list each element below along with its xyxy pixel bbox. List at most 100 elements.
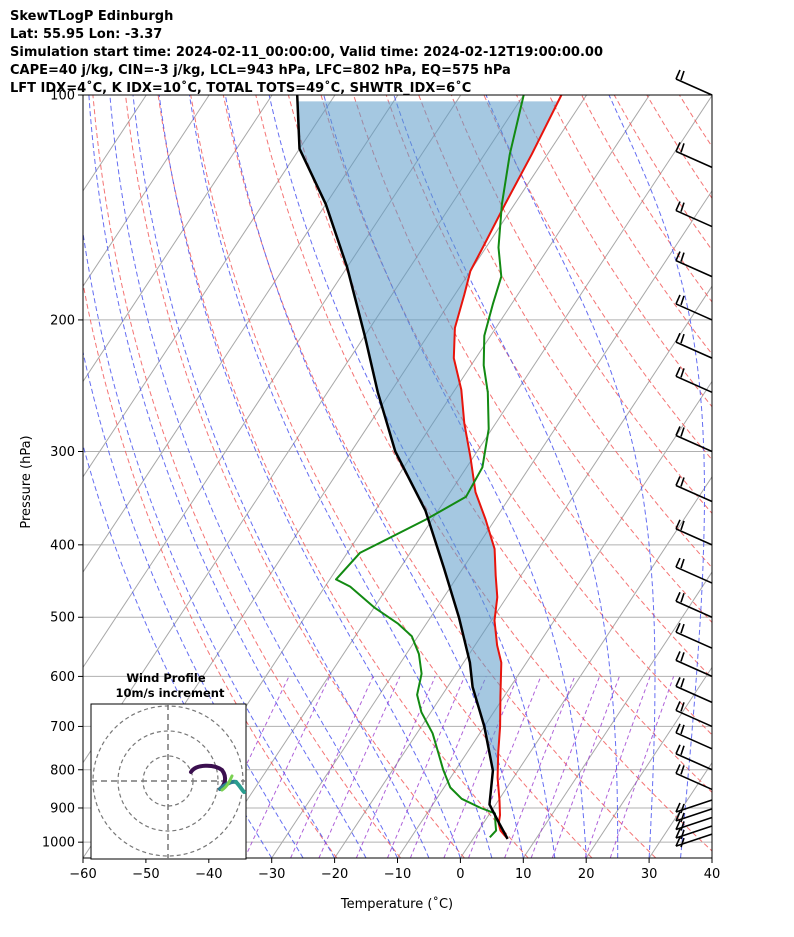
barb-flag xyxy=(680,652,685,662)
header-indices-2: LFT IDX=4˚C, K IDX=10˚C, TOTAL TOTS=49˚C… xyxy=(10,81,472,96)
barb-flag xyxy=(675,557,681,568)
x-tick-label: −40 xyxy=(195,867,222,882)
dry-adiabat-line xyxy=(190,95,593,858)
barb-flag xyxy=(680,520,685,531)
moist-adiabat-line xyxy=(188,95,493,858)
barb-flag xyxy=(680,765,685,775)
wind-barb xyxy=(675,744,713,771)
barb-staff xyxy=(675,209,713,228)
wind-barb xyxy=(675,764,713,791)
barb-flag xyxy=(680,812,685,823)
barb-staff xyxy=(675,528,713,546)
barb-flag xyxy=(675,677,681,687)
barb-flag xyxy=(675,476,681,486)
barb-flag xyxy=(680,724,685,735)
wind-barb xyxy=(675,591,713,618)
dry-adiabat-line xyxy=(711,95,712,96)
barb-staff xyxy=(675,484,713,503)
dry-adiabat-line xyxy=(745,95,794,858)
wind-barb xyxy=(675,201,713,228)
isotherm-line xyxy=(271,189,712,858)
x-axis-label: Temperature (˚C) xyxy=(340,896,453,912)
y-tick-label: 600 xyxy=(50,670,75,685)
dry-adiabat-line xyxy=(418,95,712,569)
barb-flag xyxy=(675,367,681,377)
barb-flag xyxy=(680,427,685,437)
cape-fill-layer xyxy=(297,101,559,771)
barb-staff xyxy=(675,150,713,169)
barb-flag xyxy=(680,803,685,814)
x-tick-label: 20 xyxy=(578,867,595,882)
hodograph-trace-low xyxy=(234,780,246,794)
barb-staff xyxy=(675,78,713,96)
isotherm-line xyxy=(648,761,712,858)
x-tick-label: −20 xyxy=(321,867,348,882)
moist-adiabat-line xyxy=(268,95,556,858)
mixing-ratio-line xyxy=(387,676,466,858)
isotherm-line xyxy=(775,95,794,858)
barb-flag xyxy=(680,702,685,712)
isotherm-line xyxy=(334,285,712,858)
isotherm-line xyxy=(83,95,399,573)
dry-adiabat-line xyxy=(320,95,712,736)
barb-flag xyxy=(680,70,685,81)
wind-barbs xyxy=(675,69,713,848)
barb-flag xyxy=(675,651,681,661)
dry-adiabat-line xyxy=(157,95,529,858)
moist-adiabat-line xyxy=(109,95,398,858)
barb-flag xyxy=(675,723,681,734)
dry-adiabat-line xyxy=(516,95,712,408)
barb-flag xyxy=(675,332,681,343)
y-tick-label: 1000 xyxy=(42,836,75,851)
wind-barb xyxy=(675,557,713,584)
barb-staff xyxy=(675,631,713,649)
mixing-ratio-line xyxy=(355,676,436,858)
dry-adiabat-line xyxy=(678,95,712,148)
barb-flag xyxy=(675,764,681,774)
barb-flag xyxy=(680,592,685,603)
x-tick-label: 40 xyxy=(704,867,721,882)
barb-flag xyxy=(675,251,681,261)
wind-barb xyxy=(675,833,713,848)
barb-flag xyxy=(680,333,685,344)
barb-staff xyxy=(675,341,713,359)
barb-flag xyxy=(680,477,685,487)
dry-adiabat-line xyxy=(613,95,712,251)
barb-flag xyxy=(680,295,685,306)
isotherm-line xyxy=(83,95,273,383)
barb-flag xyxy=(675,622,681,633)
barb-flag xyxy=(680,252,685,262)
barb-staff xyxy=(675,303,713,321)
header-title: SkewTLogP Edinburgh xyxy=(10,9,174,24)
isotherm-line xyxy=(397,380,712,858)
x-tick-label: −60 xyxy=(69,867,96,882)
barb-staff xyxy=(675,772,713,791)
temperature-profile-line xyxy=(452,95,563,840)
moist-adiabat-line xyxy=(158,95,461,858)
y-tick-label: 700 xyxy=(50,720,75,735)
y-tick-label: 100 xyxy=(50,89,75,104)
moist-adiabat-line xyxy=(608,95,705,858)
barb-flag xyxy=(680,745,685,756)
header-times: Simulation start time: 2024-02-11_00:00:… xyxy=(10,45,603,60)
isotherm-line xyxy=(83,95,84,97)
barb-flag xyxy=(675,811,681,822)
mixing-ratio-line xyxy=(609,676,675,858)
y-tick-label: 800 xyxy=(50,763,75,778)
grid-layer xyxy=(83,95,794,858)
barb-flag xyxy=(680,368,685,378)
dewpoint-profile-line xyxy=(335,95,525,838)
wind-barb xyxy=(675,519,713,546)
y-tick-label: 400 xyxy=(50,538,75,553)
barb-flag xyxy=(675,701,681,711)
barb-flag xyxy=(680,678,685,688)
x-tick-label: −30 xyxy=(258,867,285,882)
barb-flag xyxy=(680,143,685,153)
barb-flag xyxy=(680,821,685,831)
chart-header: SkewTLogP Edinburgh Lat: 55.95 Lon: -3.3… xyxy=(10,8,603,98)
mixing-ratio-line xyxy=(409,676,487,858)
moist-adiabat-line xyxy=(393,95,619,858)
isotherm-line xyxy=(83,95,210,288)
barb-staff xyxy=(675,600,713,618)
